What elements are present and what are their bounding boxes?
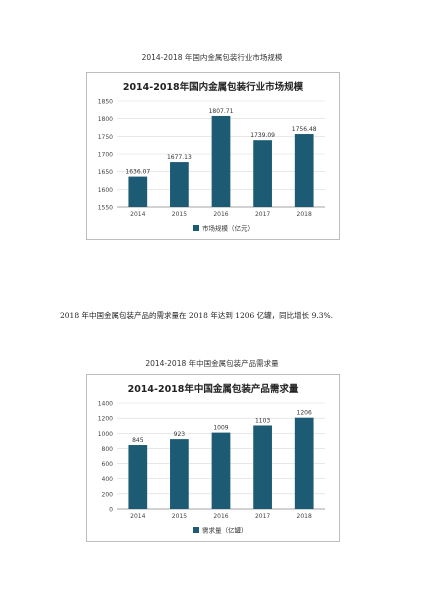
y-tick-label: 1400 <box>98 401 113 408</box>
data-label: 1206 <box>297 410 312 417</box>
data-label: 1807.71 <box>209 108 234 115</box>
y-tick-label: 1800 <box>98 116 113 123</box>
bar <box>170 439 189 509</box>
y-tick-label: 1700 <box>98 152 113 159</box>
bar <box>253 425 272 509</box>
x-tick-label: 2015 <box>172 513 187 520</box>
bar <box>253 140 272 207</box>
x-tick-label: 2015 <box>172 211 187 218</box>
data-label: 1009 <box>213 425 228 432</box>
data-label: 1739.09 <box>250 132 275 139</box>
bar <box>294 417 314 509</box>
y-tick-label: 1600 <box>98 187 113 194</box>
x-tick-label: 2014 <box>130 211 145 218</box>
data-label: 1103 <box>255 417 270 424</box>
y-tick-label: 1750 <box>98 134 113 141</box>
legend-swatch <box>193 225 199 231</box>
bar <box>170 162 189 207</box>
chart-title: 2014-2018年中国金属包装产品需求量 <box>128 383 299 395</box>
bar <box>211 115 231 207</box>
chart-title: 2014-2018年国内金属包装行业市场规模 <box>123 81 304 93</box>
demand-chart: 2014-2018年中国金属包装产品需求量 0 200 400 600 800 1000 12… <box>98 383 325 535</box>
x-tick-label: 2017 <box>255 211 270 218</box>
bar <box>294 134 314 207</box>
y-tick-label: 600 <box>102 461 114 468</box>
data-label: 1756.48 <box>292 126 317 133</box>
x-tick-label: 2016 <box>213 513 228 520</box>
x-tick-label: 2018 <box>297 513 312 520</box>
demand-paragraph: 2018 年中国金属包装产品的需求量在 2018 年达到 1206 亿罐，同比增… <box>60 311 334 320</box>
x-tick-label: 2017 <box>255 513 270 520</box>
y-tick-label: 1000 <box>98 431 113 438</box>
y-tick-label: 400 <box>102 476 114 483</box>
bar <box>128 445 148 509</box>
data-label: 1636.07 <box>125 169 150 176</box>
chart2-frame: 2014-2018年中国金属包装产品需求量 0 200 400 600 800 1000 12… <box>86 374 340 542</box>
x-tick-label: 2016 <box>213 211 228 218</box>
y-tick-label: 1650 <box>98 169 113 176</box>
x-tick-label: 2018 <box>297 211 312 218</box>
legend-swatch <box>193 527 199 533</box>
y-tick-label: 800 <box>102 446 114 453</box>
legend-label: 市场规模（亿元） <box>202 224 254 233</box>
y-tick-label: 0 <box>109 507 113 514</box>
market-size-chart: 2014-2018年国内金属包装行业市场规模 1550 1600 1650 1700 17… <box>98 81 325 233</box>
data-label: 923 <box>174 431 186 438</box>
x-tick-label: 2014 <box>130 513 145 520</box>
y-tick-label: 200 <box>102 491 114 498</box>
chart2-caption: 2014-2018 年中国金属包装产品需求量 <box>145 359 279 368</box>
data-label: 1677.13 <box>167 154 192 161</box>
y-tick-label: 1200 <box>98 416 113 423</box>
y-tick-label: 1850 <box>98 99 113 106</box>
chart1-caption: 2014-2018 年国内金属包装行业市场规模 <box>141 53 283 62</box>
bar <box>211 432 231 509</box>
legend-label: 需求量（亿罐） <box>202 526 248 535</box>
chart1-frame: 2014-2018年国内金属包装行业市场规模 1550 1600 1650 1700 17… <box>86 72 340 240</box>
bar <box>128 176 148 207</box>
data-label: 845 <box>132 437 144 444</box>
y-tick-label: 1550 <box>98 205 113 212</box>
